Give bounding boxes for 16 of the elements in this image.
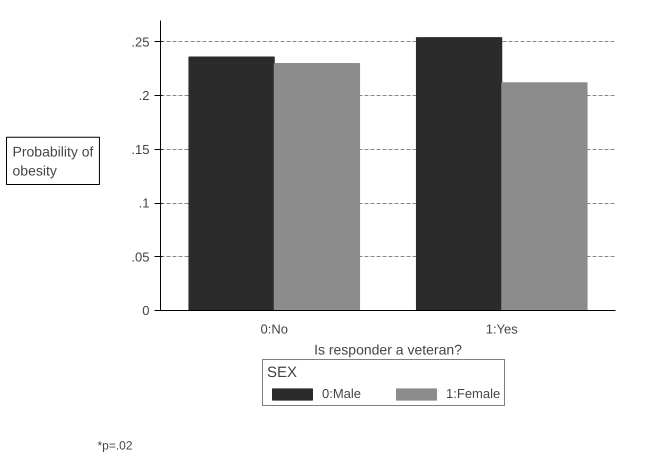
y-tick-label: .1: [138, 196, 150, 211]
x-axis-title: Is responder a veteran?: [314, 342, 462, 358]
x-tick-label: 0:No: [260, 322, 288, 336]
bar: [188, 56, 275, 311]
y-axis-title: Probability of obesity: [12, 143, 94, 178]
bar: [416, 37, 502, 311]
legend-label: 1:Female: [446, 386, 500, 401]
legend-label: 0:Male: [322, 386, 362, 401]
y-tick-label: 0: [142, 303, 150, 318]
x-tick-label: 1:Yes: [486, 322, 518, 336]
text: *p=.02: [98, 438, 133, 452]
y-tick-label: .25: [131, 34, 150, 50]
legend-title: SEX: [267, 364, 298, 381]
y-tick-label: .05: [131, 249, 150, 264]
y-tick-label: .2: [138, 88, 150, 104]
y-tick-label: .15: [131, 142, 150, 157]
